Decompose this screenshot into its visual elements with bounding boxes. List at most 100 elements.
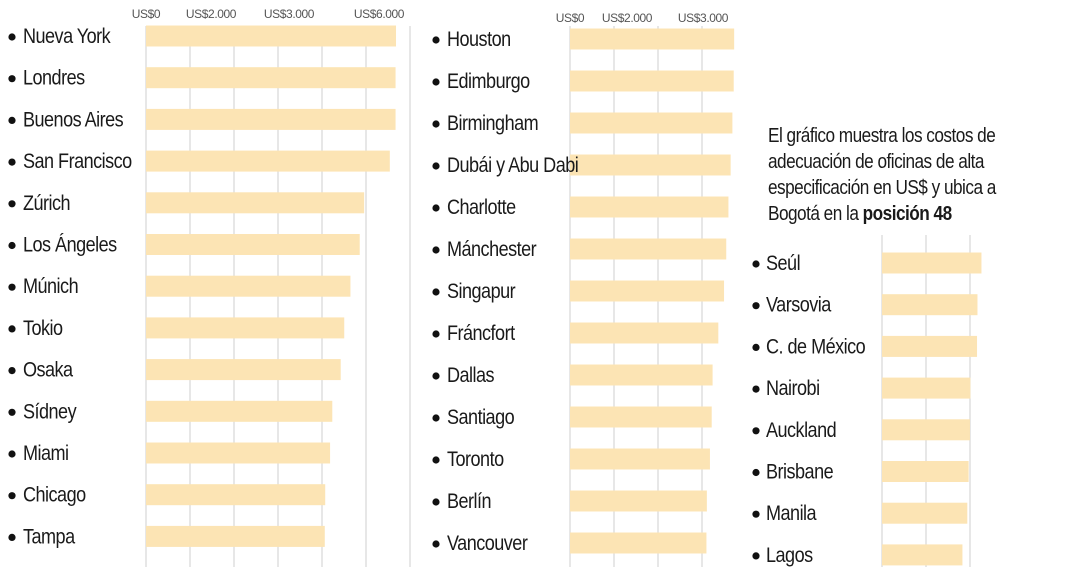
- bullet-1-8: [8, 367, 16, 375]
- category-label-3-0: Seúl: [766, 252, 800, 276]
- bar-1-4: [146, 192, 365, 214]
- bullet-1-4: [8, 200, 16, 208]
- bar-2-1: [570, 70, 734, 92]
- bullet-3-5: [752, 468, 760, 477]
- category-label-1-12: Tampa: [23, 525, 75, 549]
- bar-1-1: [146, 67, 396, 89]
- tick-bg-2-0: [550, 12, 590, 24]
- bullet-1-7: [8, 325, 16, 333]
- note-text: El gráfico muestra los costos de adecuac…: [768, 125, 996, 225]
- bullet-2-10: [432, 456, 440, 464]
- category-label-2-2: Birmingham: [447, 112, 538, 136]
- bar-1-12: [146, 525, 325, 547]
- bar-3-1: [882, 294, 978, 316]
- tick-label-2-0: US$0: [556, 11, 585, 25]
- tick-bg-2-2: [683, 12, 723, 24]
- chart-note: El gráfico muestra los costos de adecuac…: [768, 123, 1026, 227]
- bar-1-3: [146, 150, 390, 172]
- bar-1-11: [146, 484, 326, 506]
- bar-1-2: [146, 108, 396, 130]
- category-label-1-8: Osaka: [23, 358, 73, 382]
- bar-3-6: [882, 502, 968, 524]
- tick-label-2-2: US$3.000: [678, 11, 729, 25]
- bar-2-2: [570, 112, 733, 134]
- bar-2-12: [570, 532, 707, 554]
- bar-3-2: [882, 335, 978, 357]
- category-label-1-10: Miami: [23, 442, 69, 466]
- bullet-2-8: [432, 372, 440, 380]
- category-label-1-0: Nueva York: [23, 25, 111, 49]
- tick-label-1-3: US$6.000: [354, 7, 405, 21]
- bullet-2-12: [432, 540, 440, 548]
- category-label-2-7: Fráncfort: [447, 322, 516, 346]
- bar-2-6: [570, 280, 725, 302]
- bullet-1-5: [8, 241, 16, 250]
- bullet-1-3: [8, 158, 16, 166]
- category-label-1-6: Múnich: [23, 275, 78, 299]
- bar-2-11: [570, 490, 707, 512]
- category-label-1-4: Zúrich: [23, 192, 70, 216]
- category-label-1-3: San Francisco: [23, 150, 132, 174]
- bullet-2-2: [432, 120, 440, 128]
- tick-label-2-1: US$2.000: [602, 11, 653, 25]
- category-label-1-7: Tokio: [23, 317, 63, 341]
- tick-bg-1-2: [269, 8, 309, 20]
- bar-3-3: [882, 377, 971, 399]
- bullet-2-6: [432, 288, 440, 296]
- bullet-3-6: [752, 510, 760, 518]
- bar-2-0: [570, 28, 735, 50]
- bullet-2-11: [432, 498, 440, 506]
- category-label-2-4: Charlotte: [447, 196, 516, 220]
- category-label-3-2: C. de México: [766, 335, 866, 359]
- tick-bg-1-1: [191, 8, 231, 20]
- bar-1-9: [146, 400, 333, 422]
- bar-1-0: [146, 25, 397, 47]
- category-label-2-0: Houston: [447, 28, 511, 52]
- bar-2-10: [570, 448, 710, 470]
- bullet-2-4: [432, 204, 440, 212]
- bar-2-7: [570, 322, 719, 344]
- category-label-2-5: Mánchester: [447, 238, 537, 262]
- category-label-1-9: Sídney: [23, 400, 77, 424]
- bullet-2-1: [432, 78, 440, 86]
- bar-3-0: [882, 252, 982, 274]
- bullet-1-10: [8, 450, 16, 458]
- category-label-2-1: Edimburgo: [447, 70, 530, 94]
- bullet-2-3: [432, 162, 440, 170]
- bar-2-3: [570, 154, 731, 176]
- bullet-2-7: [432, 330, 440, 338]
- bar-1-7: [146, 317, 345, 339]
- tick-label-1-1: US$2.000: [186, 7, 237, 21]
- bullet-2-0: [432, 36, 440, 44]
- bar-3-7: [882, 544, 963, 566]
- category-label-3-3: Nairobi: [766, 377, 820, 401]
- bullet-3-4: [752, 427, 760, 435]
- bar-2-8: [570, 364, 713, 386]
- bullet-2-9: [432, 414, 440, 422]
- category-label-2-12: Vancouver: [447, 532, 528, 556]
- category-label-3-5: Brisbane: [766, 460, 834, 484]
- category-label-1-5: Los Ángeles: [23, 232, 117, 257]
- bar-1-10: [146, 442, 331, 464]
- category-label-2-8: Dallas: [447, 364, 495, 388]
- tick-label-1-2: US$3.000: [264, 7, 315, 21]
- category-label-2-3: Dubái y Abu Dabi: [447, 154, 578, 178]
- category-label-2-10: Toronto: [447, 448, 504, 472]
- tick-bg-2-1: [607, 12, 647, 24]
- bullet-2-5: [432, 246, 440, 254]
- bullet-3-3: [752, 385, 760, 393]
- tick-label-1-0: US$0: [132, 7, 161, 21]
- category-label-2-9: Santiago: [447, 406, 515, 430]
- bullet-3-0: [752, 260, 760, 268]
- category-label-2-11: Berlín: [447, 490, 491, 514]
- tick-bg-1-0: [126, 8, 166, 20]
- category-label-3-6: Manila: [766, 502, 817, 526]
- bar-1-5: [146, 234, 360, 255]
- bar-2-9: [570, 406, 712, 428]
- category-label-3-1: Varsovia: [766, 293, 831, 317]
- bullet-1-1: [8, 75, 16, 83]
- bullet-1-11: [8, 492, 16, 500]
- bullet-1-2: [8, 116, 16, 124]
- category-label-2-6: Singapur: [447, 280, 516, 304]
